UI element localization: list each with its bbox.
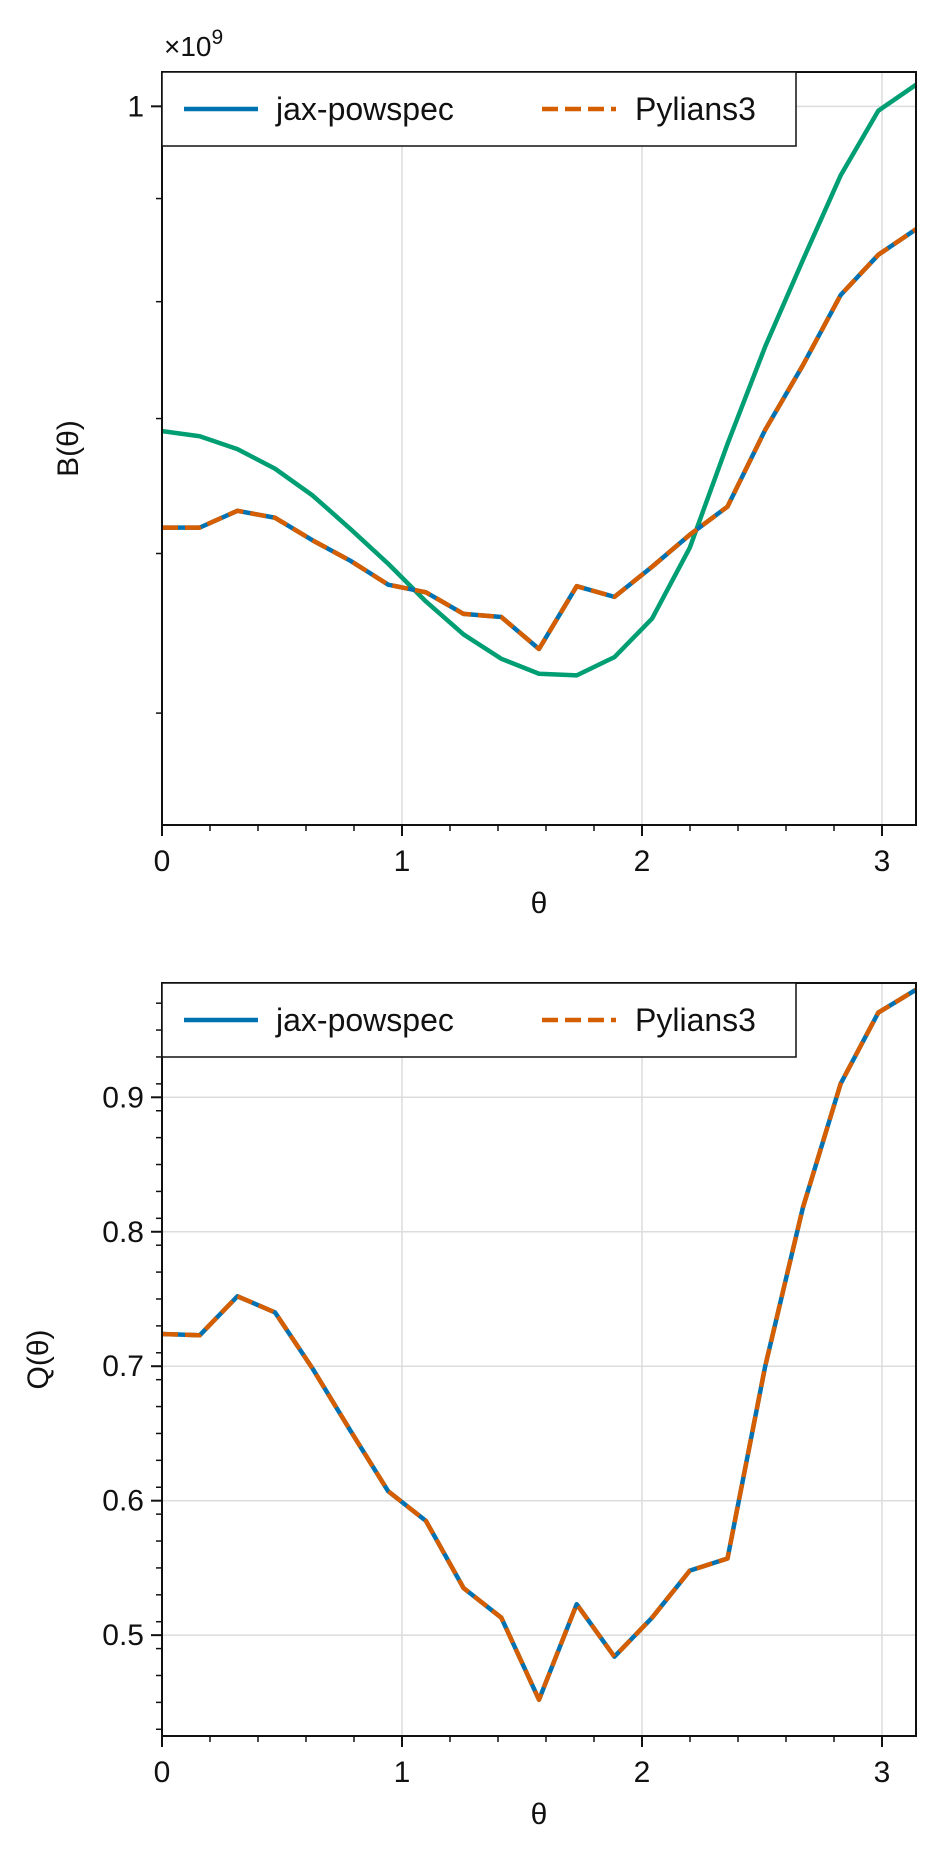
y-axis-label: Q(θ) bbox=[22, 1330, 55, 1390]
legend: jax-powspec Pylians3 bbox=[161, 71, 797, 147]
series-line-jax-powspec bbox=[162, 227, 916, 652]
legend-box bbox=[161, 982, 797, 1058]
x-tick-label: 2 bbox=[634, 1756, 651, 1789]
axes-frame bbox=[161, 982, 917, 1737]
offset-base: ×10 bbox=[164, 31, 212, 62]
y-tick-label: 0.7 bbox=[102, 1350, 144, 1383]
legend-label-pylians3: Pylians3 bbox=[635, 91, 756, 127]
series-line-pylians3 bbox=[162, 987, 916, 1702]
legend-label-jax-powspec: jax-powspec bbox=[275, 1002, 454, 1038]
y-tick-label: 1 bbox=[127, 90, 144, 123]
x-tick-label: 3 bbox=[874, 1756, 891, 1789]
legend-box bbox=[161, 71, 797, 147]
legend: jax-powspec Pylians3 bbox=[161, 982, 797, 1058]
y-tick-label: 0.8 bbox=[102, 1216, 144, 1249]
axes-frame bbox=[161, 71, 917, 826]
y-axis-label: B(θ) bbox=[52, 420, 85, 477]
legend-label-pylians3: Pylians3 bbox=[635, 1002, 756, 1038]
series-line-jax-powspec bbox=[162, 987, 916, 1702]
y-tick-label: 0.9 bbox=[102, 1081, 144, 1114]
legend-label-jax-powspec: jax-powspec bbox=[275, 91, 454, 127]
series-line-third bbox=[162, 82, 916, 678]
x-tick-label: 1 bbox=[394, 1756, 411, 1789]
x-axis-label: θ bbox=[531, 887, 548, 920]
x-tick-label: 1 bbox=[394, 845, 411, 878]
x-tick-label: 0 bbox=[154, 1756, 171, 1789]
x-tick-label: 3 bbox=[874, 845, 891, 878]
x-axis-label: θ bbox=[531, 1798, 548, 1831]
offset-exponent: 9 bbox=[212, 26, 224, 49]
y-tick-label: 0.5 bbox=[102, 1619, 144, 1652]
y-offset-text: ×109 bbox=[164, 26, 223, 62]
x-tick-label: 2 bbox=[634, 845, 651, 878]
x-tick-label: 0 bbox=[154, 845, 171, 878]
panel-1: 0 1 2 3 1 θ B(θ) ×109 jax-powspec Pylians3 bbox=[52, 26, 917, 920]
panel-2: 0 1 2 3 0.5 0.6 0.7 0.8 0.9 θ Q(θ) jax-powspec Pylia… bbox=[22, 982, 917, 1831]
series-line-pylians3 bbox=[162, 227, 916, 652]
y-tick-label: 0.6 bbox=[102, 1485, 144, 1518]
